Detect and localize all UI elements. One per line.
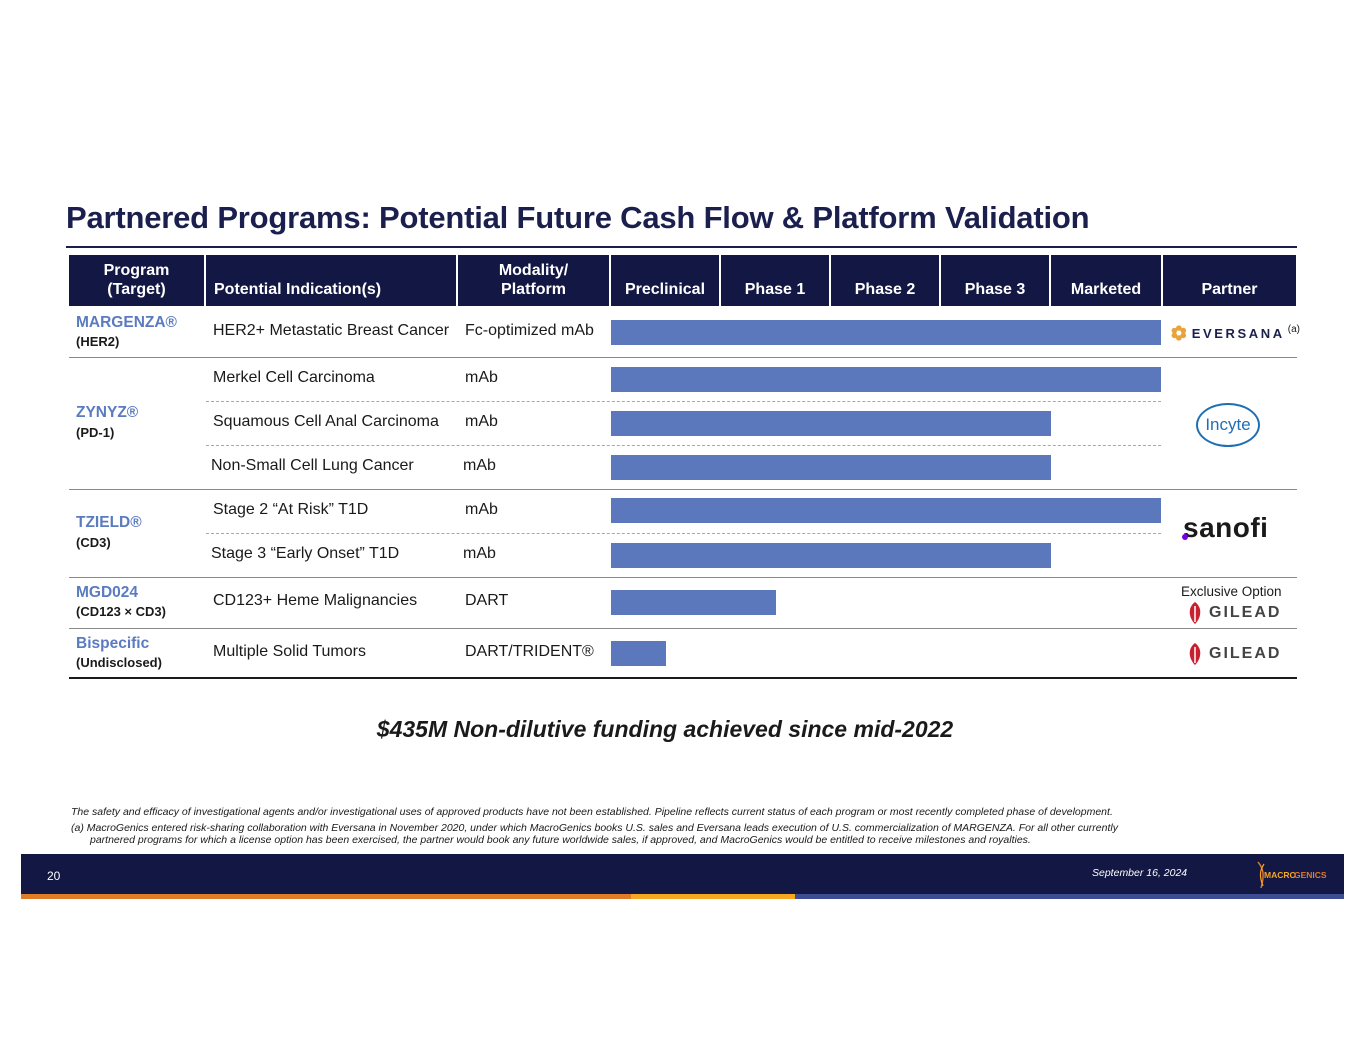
gilead-logo-text: GILEAD [1209, 604, 1282, 621]
indication-cell: Squamous Cell Anal Carcinoma [213, 413, 439, 430]
program-target-cd123-cd3: (CD123 × CD3) [76, 604, 166, 619]
title-divider [66, 246, 1297, 248]
phase-bar [611, 367, 1161, 392]
indication-cell: Non-Small Cell Lung Cancer [211, 457, 414, 474]
row-divider [69, 577, 1297, 578]
macrogenics-logo-text-1: MACRO [1264, 870, 1297, 880]
program-target-pd1: (PD-1) [76, 425, 115, 440]
indication-cell: CD123+ Heme Malignancies [213, 592, 418, 609]
footer-date: September 16, 2024 [1092, 867, 1188, 879]
incyte-logo: Incyte [1196, 403, 1260, 447]
program-target-her2: (HER2) [76, 334, 120, 349]
sanofi-logo: sanofi [1182, 512, 1269, 544]
modality-cell: mAb [465, 369, 498, 386]
program-name-zynyz: ZYNYZ® [76, 404, 139, 421]
partner-sanofi: sanofi [1182, 512, 1269, 544]
header-preclinical: Preclinical [611, 255, 719, 306]
indication-cell: Multiple Solid Tumors [213, 643, 366, 660]
footnote-a-line2: partnered programs for which a license o… [90, 834, 1031, 846]
gilead-leaf-icon [1189, 643, 1201, 665]
footer-bar: 20 September 16, 2024 MACRO GENICS [21, 854, 1344, 894]
footer-stripe-orange [21, 894, 631, 899]
phase-bar [611, 455, 1051, 480]
row-dashed-divider [206, 401, 1161, 402]
phase-bar [611, 498, 1161, 523]
safety-footnote: The safety and efficacy of investigation… [71, 806, 1113, 818]
indication-cell: Stage 2 “At Risk” T1D [213, 501, 369, 518]
macrogenics-mark-icon [1257, 861, 1265, 889]
program-name-margenza: MARGENZA® [76, 314, 177, 331]
modality-cell: DART [465, 592, 509, 609]
exclusive-option-label: Exclusive Option [1181, 584, 1282, 599]
sanofi-dot-icon [1182, 534, 1188, 540]
footer-stripe-blue [795, 894, 1344, 899]
eversana-flower-icon [1171, 325, 1187, 341]
partner-incyte: Incyte [1196, 403, 1260, 447]
header-phase-2: Phase 2 [831, 255, 939, 306]
program-name-bispecific: Bispecific [76, 635, 150, 652]
footnote-a-line1: (a) MacroGenics entered risk-sharing col… [71, 822, 1118, 834]
row-divider [69, 357, 1297, 358]
row-divider [69, 628, 1297, 629]
phase-bar [611, 543, 1051, 568]
program-name-mgd024: MGD024 [76, 584, 139, 601]
partner-eversana: EVERSANA (a) [1170, 318, 1300, 348]
footnote-marker: (a) [1287, 323, 1300, 335]
row-dashed-divider [206, 533, 1161, 534]
indication-cell: HER2+ Metastatic Breast Cancer [213, 322, 450, 339]
indication-cell: Merkel Cell Carcinoma [213, 369, 375, 386]
indication-cell: Stage 3 “Early Onset” T1D [211, 545, 400, 562]
macrogenics-logo: MACRO GENICS [1255, 860, 1327, 890]
program-name-tzield: TZIELD® [76, 514, 142, 531]
program-target-cd3: (CD3) [76, 535, 111, 550]
partner-gilead: GILEAD [1186, 642, 1281, 666]
program-target-undisclosed: (Undisclosed) [76, 655, 162, 670]
sanofi-logo-text: sanofi [1183, 512, 1269, 543]
page-title: Partnered Programs: Potential Future Cas… [66, 200, 1090, 235]
header-marketed: Marketed [1051, 255, 1161, 306]
modality-cell: Fc-optimized mAb [465, 322, 594, 339]
modality-cell: mAb [463, 545, 496, 562]
eversana-logo-text: EVERSANA [1191, 325, 1285, 341]
footer-stripe-yellow [631, 894, 795, 899]
modality-cell: mAb [465, 413, 498, 430]
row-divider [69, 489, 1297, 490]
header-indication: Potential Indication(s) [206, 255, 456, 306]
header-modality: Modality/ Platform [458, 255, 609, 306]
modality-cell: mAb [465, 501, 498, 518]
gilead-logo-text: GILEAD [1209, 645, 1282, 662]
table-bottom-rule [69, 677, 1297, 679]
header-program: Program (Target) [69, 255, 204, 306]
header-phase-1: Phase 1 [721, 255, 829, 306]
phase-bar [611, 320, 1161, 345]
phase-bar [611, 411, 1051, 436]
phase-bar [611, 641, 666, 666]
macrogenics-logo-text-2: GENICS [1294, 870, 1327, 880]
page-number: 20 [47, 869, 61, 883]
modality-cell: mAb [463, 457, 496, 474]
funding-statement: $435M Non-dilutive funding achieved sinc… [376, 716, 954, 742]
header-partner: Partner [1163, 255, 1296, 306]
modality-cell: DART/TRIDENT® [465, 643, 594, 660]
header-phase-3: Phase 3 [941, 255, 1049, 306]
gilead-leaf-icon [1189, 602, 1201, 624]
partner-gilead-option: GILEAD [1186, 601, 1281, 625]
row-dashed-divider [206, 445, 1161, 446]
phase-bar [611, 590, 776, 615]
